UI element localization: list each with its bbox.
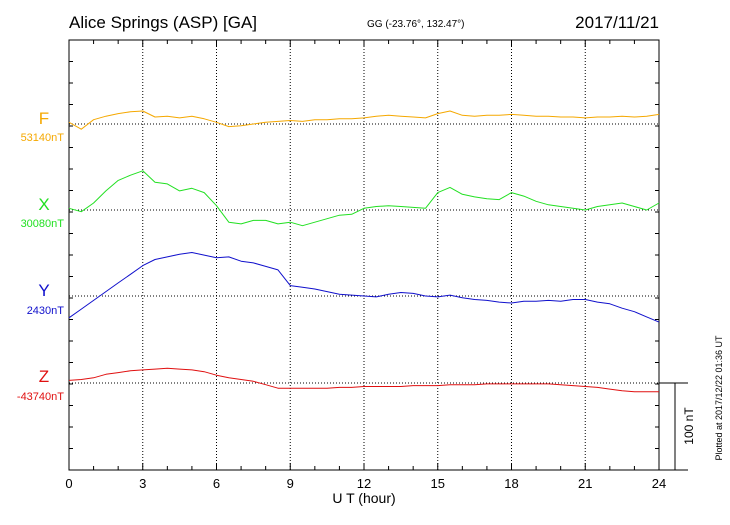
series-line-x [68, 170, 660, 227]
series-line-z [68, 367, 659, 393]
grid-layer [69, 40, 659, 470]
x-tick-label: 21 [578, 476, 592, 491]
baseline-y: 2430nT [27, 305, 65, 317]
series-line-y [68, 252, 660, 323]
coordinates-label: GG (-23.76°, 132.47°) [367, 19, 465, 30]
series-line-f [68, 110, 660, 130]
baseline-f: 53140nT [21, 132, 65, 144]
x-axis-label: U T (hour) [332, 490, 395, 506]
x-tick-label: 3 [139, 476, 146, 491]
scale-bar-label: 100 nT [682, 407, 696, 445]
label-y: Y [38, 281, 49, 300]
label-f: F [39, 109, 49, 128]
x-tick-label: 15 [431, 476, 445, 491]
x-tick-label: 9 [287, 476, 294, 491]
baseline-z: -43740nT [17, 391, 64, 403]
plotted-timestamp: Plotted at 2017/12/22 01:36 UT [714, 335, 724, 461]
label-z: Z [39, 367, 49, 386]
station-title: Alice Springs (ASP) [GA] [69, 13, 257, 32]
plot-frame [68, 39, 660, 471]
label-x: X [38, 195, 49, 214]
x-tick-label: 18 [504, 476, 518, 491]
ticks-layer: 0 3 6 9 12 15 18 21 24 [65, 40, 666, 491]
series-layer [68, 110, 660, 393]
scale-bar: 100 nT [659, 382, 696, 471]
x-tick-label: 6 [213, 476, 220, 491]
x-tick-label: 0 [65, 476, 72, 491]
x-tick-label: 12 [357, 476, 371, 491]
x-tick-label: 24 [652, 476, 666, 491]
date-label: 2017/11/21 [575, 13, 659, 32]
baseline-x: 30080nT [21, 218, 65, 230]
